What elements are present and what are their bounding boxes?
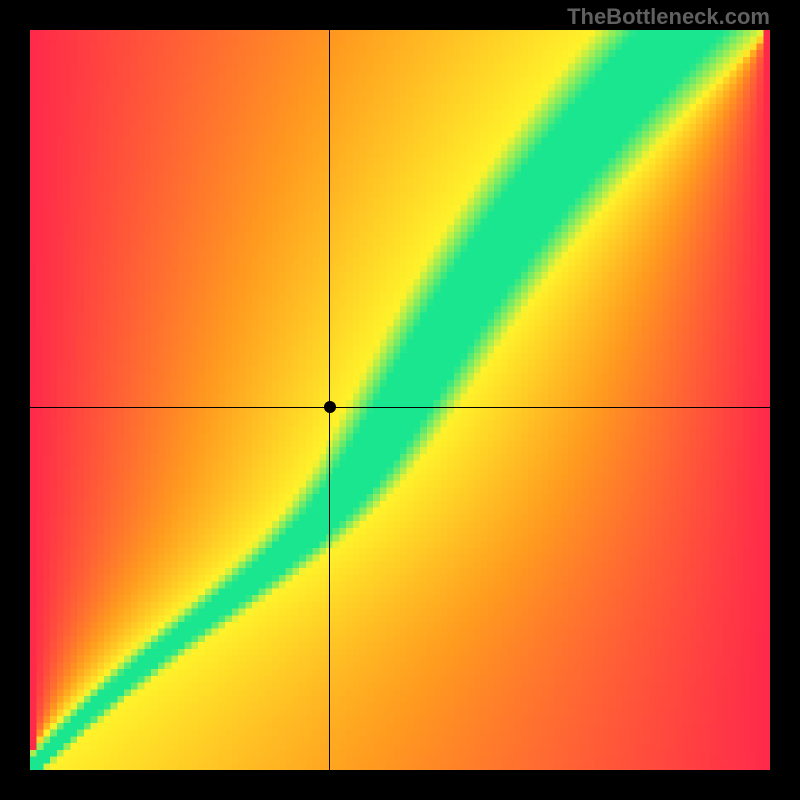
crosshair-horizontal <box>30 407 770 408</box>
plot-area <box>30 30 770 770</box>
chart-outer: { "watermark": { "text": "TheBottleneck.… <box>0 0 800 800</box>
crosshair-vertical <box>329 30 330 770</box>
crosshair-marker <box>324 401 336 413</box>
watermark-text: TheBottleneck.com <box>567 4 770 30</box>
heatmap-canvas <box>30 30 770 770</box>
